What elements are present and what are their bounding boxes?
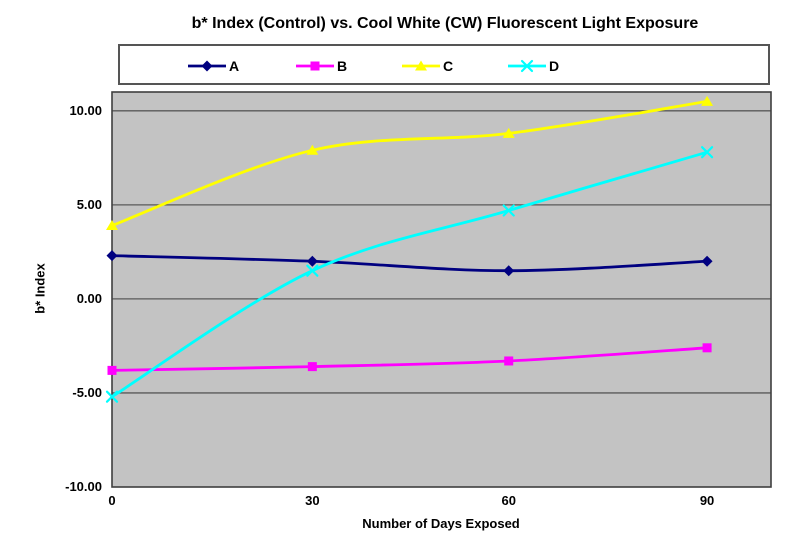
series-line-D xyxy=(110,150,709,399)
data-point-marker xyxy=(306,255,318,267)
data-point-marker xyxy=(701,95,714,106)
triangle-marker-icon xyxy=(402,60,440,71)
square-marker-icon xyxy=(296,61,334,71)
plot-area xyxy=(112,92,771,487)
legend-item-D: D xyxy=(508,58,559,74)
data-point-marker xyxy=(502,204,515,217)
y-tick-label: -10.00 xyxy=(65,479,102,494)
data-point-marker xyxy=(106,220,118,231)
data-point-marker xyxy=(105,390,119,403)
legend-box: A B C D xyxy=(118,44,770,85)
legend-item-label: A xyxy=(229,58,240,74)
y-tick-label: 10.00 xyxy=(69,102,102,118)
x-tick-label: 0 xyxy=(108,493,116,508)
data-point-marker xyxy=(504,356,514,366)
series-line-C xyxy=(110,100,709,227)
data-point-marker xyxy=(201,60,213,72)
x-marker-icon xyxy=(508,59,546,73)
x-axis-title: Number of Days Exposed xyxy=(362,516,520,531)
legend-item-C: C xyxy=(402,58,453,74)
y-tick-label: -5.00 xyxy=(72,384,102,400)
x-tick-label: 30 xyxy=(305,493,320,508)
series-line-B xyxy=(110,346,709,372)
data-point-marker xyxy=(502,127,515,138)
legend-item-label: B xyxy=(337,58,348,74)
y-tick-label: 5.00 xyxy=(76,196,102,212)
legend-item-A: A xyxy=(188,58,239,74)
legend-item-label: D xyxy=(549,58,560,74)
data-point-marker xyxy=(107,365,117,375)
diamond-marker-icon xyxy=(188,60,226,72)
data-point-marker xyxy=(503,265,515,277)
chart-title: b* Index (Control) vs. Cool White (CW) F… xyxy=(191,15,699,32)
y-axis-title: b* Index xyxy=(32,263,48,314)
data-point-marker xyxy=(415,60,427,71)
plot-border xyxy=(111,91,772,488)
x-tick-label: 90 xyxy=(699,493,715,508)
series-line-A xyxy=(110,254,709,273)
data-point-marker xyxy=(106,250,118,262)
y-tick-label: 0.00 xyxy=(76,290,102,306)
data-point-marker xyxy=(306,144,319,155)
data-point-marker xyxy=(306,264,319,277)
legend-item-B: B xyxy=(296,58,347,74)
data-point-marker xyxy=(520,59,534,73)
data-point-marker xyxy=(700,146,714,159)
legend-item-label: C xyxy=(443,58,454,74)
x-tick-label: 60 xyxy=(501,493,516,508)
data-point-marker xyxy=(701,255,713,267)
data-point-marker xyxy=(702,343,712,353)
data-point-marker xyxy=(310,61,320,71)
data-point-marker xyxy=(307,362,317,372)
